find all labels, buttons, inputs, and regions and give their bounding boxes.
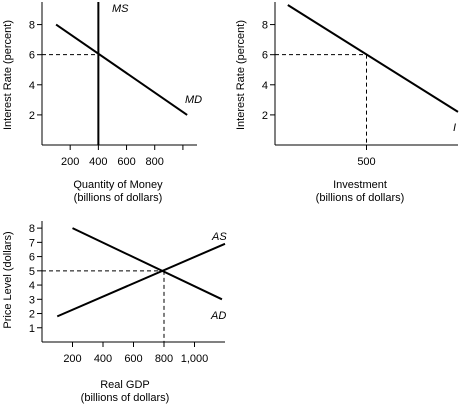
investment-x-tick-label: 500 xyxy=(357,156,375,168)
adas-xlabel-units: (billions of dollars) xyxy=(81,392,170,404)
money-x-tick-label: 200 xyxy=(61,156,79,168)
money-xlabel: Quantity of Money xyxy=(73,179,163,191)
adas-y-tick-label: 2 xyxy=(29,309,35,321)
ad-as-chart: Price Level (dollars) Real GDP (billions… xyxy=(2,221,227,404)
money-series-label-ms: MS xyxy=(112,3,129,15)
adas-x-tick-label: 1,000 xyxy=(181,353,209,365)
adas-y-tick-label: 3 xyxy=(29,294,35,306)
money-x-tick-label: 600 xyxy=(117,156,135,168)
adas-xlabel: Real GDP xyxy=(100,379,150,391)
money-market-chart: Interest Rate (percent) Quantity of Mone… xyxy=(2,2,202,204)
investment-xlabel: Investment xyxy=(333,179,387,191)
money-x-tick-label: 800 xyxy=(146,156,164,168)
money-series-label-md: MD xyxy=(185,94,202,106)
adas-x-tick-label: 200 xyxy=(63,353,81,365)
money-xlabel-units: (billions of dollars) xyxy=(74,192,163,204)
investment-series-i xyxy=(287,4,459,113)
adas-y-tick-label: 4 xyxy=(29,280,35,292)
money-y-tick-label: 8 xyxy=(29,20,35,32)
adas-series-ad xyxy=(72,227,223,301)
adas-y-tick-label: 5 xyxy=(29,266,35,278)
money-y-tick-label: 6 xyxy=(29,50,35,62)
adas-ylabel: Price Level (dollars) xyxy=(2,231,14,328)
adas-x-tick-label: 400 xyxy=(94,353,112,365)
investment-xlabel-units: (billions of dollars) xyxy=(316,192,405,204)
adas-series-label-as: AS xyxy=(211,231,227,243)
money-y-tick-label: 2 xyxy=(29,110,35,122)
investment-y-tick-label: 2 xyxy=(262,110,268,122)
adas-y-tick-label: 6 xyxy=(29,252,35,264)
investment-y-tick-label: 4 xyxy=(262,80,268,92)
investment-y-tick-label: 6 xyxy=(262,50,268,62)
adas-y-tick-label: 1 xyxy=(29,323,35,335)
money-x-tick-label: 400 xyxy=(89,156,107,168)
investment-ylabel: Interest Rate (percent) xyxy=(235,20,247,130)
money-y-tick-label: 4 xyxy=(29,80,35,92)
adas-y-tick-label: 7 xyxy=(29,237,35,249)
adas-x-tick-label: 800 xyxy=(155,353,173,365)
adas-y-tick-label: 8 xyxy=(29,223,35,235)
adas-x-tick-label: 600 xyxy=(124,353,142,365)
investment-chart: Interest Rate (percent) Investment (bill… xyxy=(235,2,459,204)
investment-series-label-i: I xyxy=(453,122,456,134)
adas-series-label-ad: AD xyxy=(210,310,226,322)
investment-y-tick-label: 8 xyxy=(262,20,268,32)
money-series-md xyxy=(55,23,188,116)
money-ylabel: Interest Rate (percent) xyxy=(2,20,14,130)
adas-series-as xyxy=(56,242,226,318)
